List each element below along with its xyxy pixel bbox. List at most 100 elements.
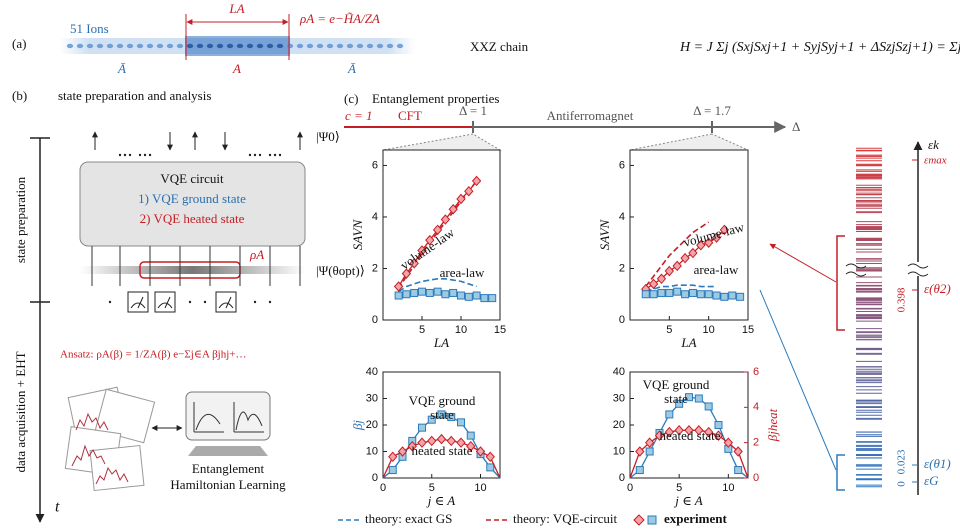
ion: [137, 44, 143, 48]
square-marker: [646, 448, 653, 455]
phase-label: c = 1: [345, 108, 373, 123]
square-marker: [395, 292, 402, 299]
y-tick-label: 30: [366, 392, 378, 404]
series-label: area-law: [694, 262, 739, 277]
ion: [277, 44, 283, 48]
measurements: [92, 246, 300, 312]
x-tick-label: 15: [494, 324, 506, 336]
series-label: heated state: [412, 443, 473, 458]
square-marker: [487, 464, 494, 471]
phase-point: Δ = 1: [459, 103, 487, 118]
box-item: 2) VQE heated state: [140, 211, 245, 226]
ion: [317, 44, 323, 48]
square-marker: [735, 467, 742, 474]
ion: [147, 44, 153, 48]
ion: [337, 44, 343, 48]
ion: [187, 44, 193, 48]
level-label: ε(θ2): [924, 281, 951, 296]
ion: [247, 44, 253, 48]
panel-label: (a): [12, 36, 26, 51]
ellipsis-dot: [269, 154, 271, 156]
y-tick-label: 40: [613, 366, 625, 378]
histogram-cards: [65, 387, 154, 490]
panel-title: state preparation and analysis: [58, 88, 211, 103]
ion: [307, 44, 313, 48]
square-marker: [695, 395, 702, 402]
y-tick-label: 30: [613, 392, 625, 404]
ion: [167, 44, 173, 48]
ellipsis-dot: [109, 301, 111, 303]
square-marker: [426, 289, 433, 296]
ion: [297, 44, 303, 48]
square-marker: [465, 293, 472, 300]
level-value: 0.023: [896, 449, 908, 474]
square-marker: [450, 289, 457, 296]
y-tick-label: 4: [372, 211, 378, 223]
square-marker: [689, 289, 696, 296]
pointer: [760, 290, 836, 470]
ellipsis-dot: [254, 301, 256, 303]
x-tick-label: 0: [627, 482, 633, 494]
ellipsis-dot: [189, 301, 191, 303]
diamond-marker: [389, 452, 397, 461]
square-marker: [666, 411, 673, 418]
x-axis-label: LA: [680, 335, 696, 350]
level-label: ε(θ1): [924, 456, 951, 471]
ellipsis-dot: [259, 154, 261, 156]
y-tick-label: 2: [619, 262, 625, 274]
ion: [367, 44, 373, 48]
y-tick-label: 6: [619, 159, 625, 171]
ellipsis-dot: [144, 154, 146, 156]
series-label: heated state: [660, 428, 721, 443]
ion: [157, 44, 163, 48]
y-tick-label: 10: [613, 445, 625, 457]
figure: (a) 51 Ions LA ρA = e−H̃A/ZA Ā A Ā XXZ c…: [0, 0, 960, 532]
x-axis-label: j ∈ A: [426, 493, 456, 508]
complement-label: Ā: [117, 61, 126, 76]
x-tick-label: 15: [742, 324, 754, 336]
panel-label: (c): [344, 91, 358, 106]
square-marker: [666, 289, 673, 296]
square-marker: [389, 467, 396, 474]
ion: [267, 44, 273, 48]
y-axis-label: SAVN: [350, 218, 365, 250]
box-item: 1) VQE ground state: [138, 191, 246, 206]
ion: [397, 44, 403, 48]
ion: [227, 44, 233, 48]
subsystem-label: A: [232, 61, 241, 76]
ion-count: 51 Ions: [70, 21, 109, 36]
y-tick-label: 20: [366, 419, 378, 431]
series-label: area-law: [440, 265, 485, 280]
ion: [107, 44, 113, 48]
ion: [217, 44, 223, 48]
spin-arrows: [95, 132, 300, 156]
square-marker: [658, 289, 665, 296]
ion: [117, 44, 123, 48]
phase-label: Antiferromagnet: [547, 108, 634, 123]
y-tick-label: 10: [366, 445, 378, 457]
x-tick-label: 10: [474, 482, 486, 494]
square-marker: [737, 293, 744, 300]
square-marker: [458, 419, 465, 426]
legend-label: experiment: [664, 511, 727, 526]
level-label: εmax: [924, 155, 947, 167]
square-marker: [473, 292, 480, 299]
legend-label: theory: exact GS: [365, 511, 452, 526]
model-name: XXZ chain: [470, 39, 529, 54]
square-marker: [419, 288, 426, 295]
plot-frame: [383, 372, 500, 478]
y2-tick-label: 2: [753, 437, 759, 449]
ellipsis-dot: [129, 154, 131, 156]
pedestal: [188, 446, 268, 456]
level-value: 0: [896, 481, 908, 487]
charts: 510150246LASAVNvolume-lawarea-law5101502…: [350, 150, 780, 508]
square-marker: [403, 291, 410, 298]
ellipsis-dot: [279, 154, 281, 156]
ion: [97, 44, 103, 48]
square-marker: [682, 291, 689, 298]
ellipsis-dot: [269, 301, 271, 303]
meter: [155, 292, 175, 312]
ion: [257, 44, 263, 48]
square-marker: [705, 403, 712, 410]
